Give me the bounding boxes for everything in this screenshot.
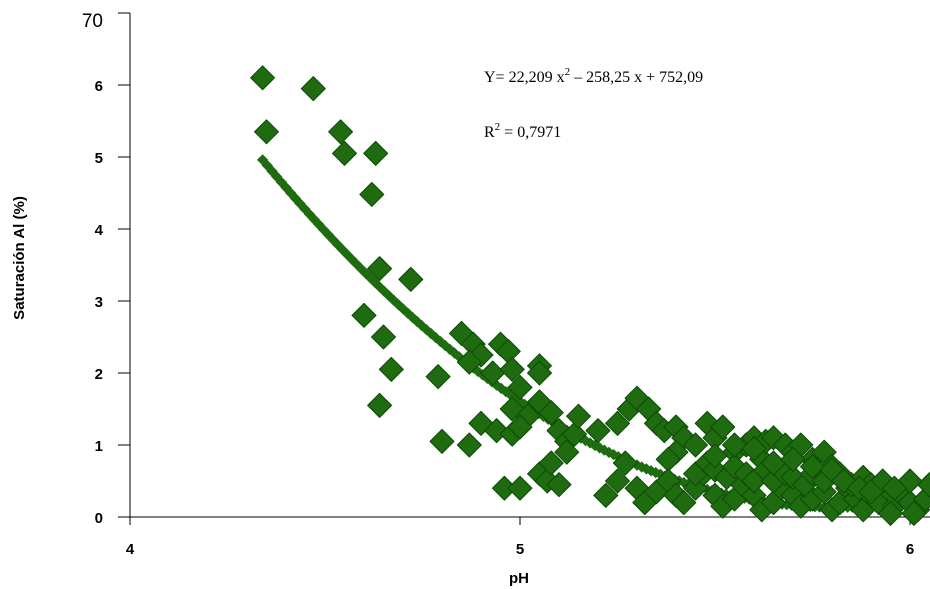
data-point [605,410,630,436]
data-point [562,421,588,447]
data-point [480,360,506,386]
data-point [328,119,354,145]
data-point [254,119,279,145]
data-point [566,403,591,429]
data-point [780,446,806,472]
data-point [671,490,697,516]
data-point [371,324,396,350]
x-tick-label: 6 [906,541,914,558]
data-point [878,500,903,526]
data-point [300,76,326,102]
data-point [398,266,424,292]
data-point [499,356,525,382]
data-point [546,472,572,498]
x-axis-title: pH [509,570,529,587]
data-point [367,256,393,282]
r-squared-annotation: R2 = 0,7971 [484,121,561,141]
data-point [605,468,630,494]
data-point [456,432,482,458]
data-point [800,454,825,480]
data-point [722,432,747,458]
data-point [593,482,619,508]
data-point [507,475,533,501]
data-point [507,374,533,400]
y-tick-label: 4 [95,222,104,239]
equation-annotation: Y= 22,209 x2 – 258,25 x + 752,09 [484,66,703,86]
data-point [538,400,564,426]
data-point [367,392,393,418]
y-tick-label: 1 [95,438,103,455]
data-point [363,140,389,166]
data-point [612,450,638,476]
data-point [332,140,357,166]
data-point [507,414,533,440]
data-point [710,414,736,440]
y-tick-label: 5 [95,150,103,167]
y-tick-label: 2 [95,366,103,383]
data-point [250,65,276,91]
data-point [702,443,728,469]
data-point [359,181,385,207]
data-point [429,428,455,454]
y-axis-title: Saturación Al (%) [11,196,28,320]
tick-labels: 0 1 2 3 4 5 6 70 4 5 6 [82,11,914,558]
data-point [585,418,611,444]
data-point [901,500,927,526]
y-tick-label: 70 [82,11,103,32]
y-tick-label: 6 [95,78,103,95]
data-point [378,356,404,382]
data-point [741,436,767,462]
data-point [554,439,580,465]
data-point [538,450,564,476]
x-tick-label: 4 [126,541,135,558]
data-point [683,432,708,458]
data-point [351,302,377,328]
data-point [456,349,482,375]
data-points [250,65,930,526]
data-point [527,360,552,386]
y-tick-label: 3 [95,294,103,311]
data-point [881,475,907,501]
data-point [425,364,451,390]
x-tick-label: 5 [516,541,524,558]
data-point [858,479,884,505]
y-tick-label: 0 [95,510,103,527]
